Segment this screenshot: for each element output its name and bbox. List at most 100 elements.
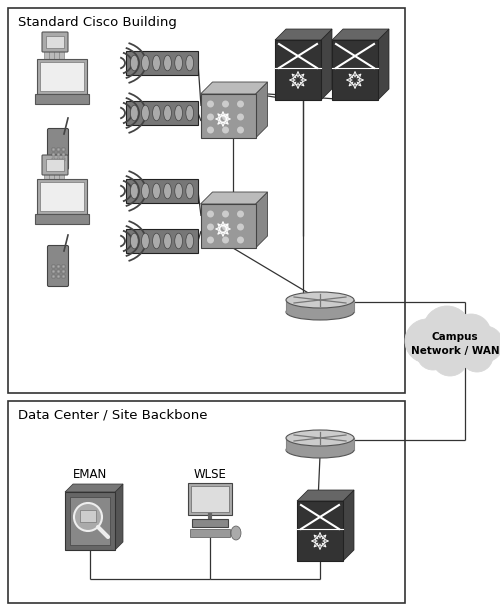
Ellipse shape xyxy=(152,233,160,249)
FancyBboxPatch shape xyxy=(80,510,96,522)
Ellipse shape xyxy=(286,442,354,458)
FancyBboxPatch shape xyxy=(70,497,110,545)
Polygon shape xyxy=(256,192,268,248)
FancyBboxPatch shape xyxy=(200,94,256,138)
Ellipse shape xyxy=(152,105,160,121)
FancyBboxPatch shape xyxy=(44,48,50,62)
Circle shape xyxy=(237,236,244,244)
FancyBboxPatch shape xyxy=(8,8,405,393)
Ellipse shape xyxy=(130,233,138,249)
FancyBboxPatch shape xyxy=(62,147,64,150)
Circle shape xyxy=(74,503,102,531)
FancyBboxPatch shape xyxy=(126,229,198,253)
Ellipse shape xyxy=(130,55,138,71)
FancyBboxPatch shape xyxy=(52,158,54,161)
Circle shape xyxy=(222,236,229,244)
Circle shape xyxy=(467,326,500,362)
Circle shape xyxy=(432,340,468,376)
Ellipse shape xyxy=(142,233,150,249)
FancyBboxPatch shape xyxy=(275,40,321,100)
Ellipse shape xyxy=(186,105,194,121)
Ellipse shape xyxy=(152,183,160,199)
Text: Standard Cisco Building: Standard Cisco Building xyxy=(18,16,177,29)
Circle shape xyxy=(207,114,214,120)
Circle shape xyxy=(222,126,229,133)
FancyBboxPatch shape xyxy=(60,172,64,185)
Circle shape xyxy=(222,211,229,218)
Text: EMAN: EMAN xyxy=(73,468,107,481)
Circle shape xyxy=(207,100,214,108)
FancyBboxPatch shape xyxy=(35,94,89,104)
Ellipse shape xyxy=(286,304,354,320)
FancyBboxPatch shape xyxy=(52,153,54,156)
Circle shape xyxy=(222,114,229,120)
FancyBboxPatch shape xyxy=(126,179,198,203)
FancyBboxPatch shape xyxy=(286,438,354,450)
Polygon shape xyxy=(65,484,123,492)
FancyBboxPatch shape xyxy=(42,32,68,52)
Circle shape xyxy=(222,100,229,108)
Circle shape xyxy=(405,319,449,363)
FancyBboxPatch shape xyxy=(54,48,60,62)
FancyBboxPatch shape xyxy=(126,101,198,125)
Circle shape xyxy=(237,114,244,120)
FancyBboxPatch shape xyxy=(40,182,84,211)
Polygon shape xyxy=(321,29,332,100)
Polygon shape xyxy=(256,82,268,138)
Text: Campus
Network / WAN: Campus Network / WAN xyxy=(410,332,500,356)
Circle shape xyxy=(237,100,244,108)
Circle shape xyxy=(207,236,214,244)
Ellipse shape xyxy=(164,233,172,249)
FancyBboxPatch shape xyxy=(200,204,256,248)
FancyBboxPatch shape xyxy=(52,147,54,150)
Circle shape xyxy=(237,211,244,218)
Ellipse shape xyxy=(231,526,241,540)
FancyBboxPatch shape xyxy=(54,172,60,185)
FancyBboxPatch shape xyxy=(40,62,84,91)
FancyBboxPatch shape xyxy=(60,48,64,62)
FancyBboxPatch shape xyxy=(62,269,64,273)
Ellipse shape xyxy=(286,430,354,446)
Circle shape xyxy=(237,126,244,133)
FancyBboxPatch shape xyxy=(48,128,68,169)
Ellipse shape xyxy=(164,105,172,121)
FancyBboxPatch shape xyxy=(56,269,59,273)
FancyBboxPatch shape xyxy=(62,274,64,277)
FancyBboxPatch shape xyxy=(190,529,230,537)
FancyBboxPatch shape xyxy=(50,48,54,62)
Polygon shape xyxy=(297,490,354,501)
FancyBboxPatch shape xyxy=(62,153,64,156)
Polygon shape xyxy=(378,29,389,100)
Circle shape xyxy=(451,314,491,354)
Ellipse shape xyxy=(174,233,182,249)
FancyBboxPatch shape xyxy=(42,155,68,175)
Circle shape xyxy=(417,338,449,370)
FancyBboxPatch shape xyxy=(46,159,64,171)
Ellipse shape xyxy=(174,183,182,199)
FancyBboxPatch shape xyxy=(44,172,50,185)
Text: WLSE: WLSE xyxy=(194,468,226,481)
FancyBboxPatch shape xyxy=(188,483,232,515)
FancyBboxPatch shape xyxy=(62,158,64,161)
Ellipse shape xyxy=(164,183,172,199)
Polygon shape xyxy=(115,484,123,550)
Circle shape xyxy=(423,306,471,354)
Text: Data Center / Site Backbone: Data Center / Site Backbone xyxy=(18,409,208,422)
Circle shape xyxy=(461,340,493,372)
FancyBboxPatch shape xyxy=(286,300,354,312)
Ellipse shape xyxy=(142,55,150,71)
Polygon shape xyxy=(275,29,332,40)
Ellipse shape xyxy=(174,55,182,71)
Circle shape xyxy=(207,126,214,133)
FancyBboxPatch shape xyxy=(52,265,54,268)
FancyBboxPatch shape xyxy=(65,492,115,550)
Ellipse shape xyxy=(186,183,194,199)
FancyBboxPatch shape xyxy=(56,274,59,277)
FancyBboxPatch shape xyxy=(56,147,59,150)
FancyBboxPatch shape xyxy=(191,486,229,512)
Circle shape xyxy=(207,224,214,230)
Polygon shape xyxy=(343,490,354,561)
Circle shape xyxy=(237,224,244,230)
FancyBboxPatch shape xyxy=(50,172,54,185)
Polygon shape xyxy=(332,29,389,40)
